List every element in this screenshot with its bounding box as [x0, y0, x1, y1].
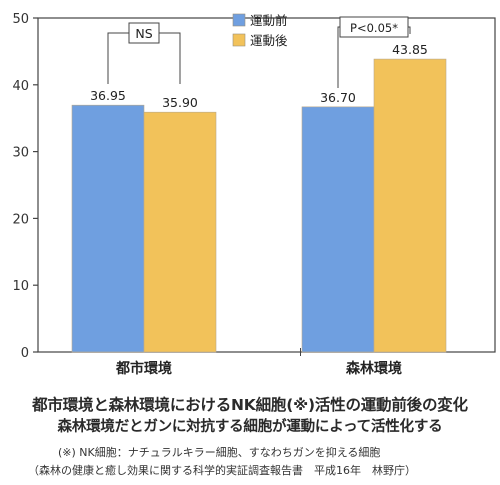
- ns-label: NS: [135, 26, 152, 41]
- y-tick-label: 30: [12, 146, 29, 161]
- y-tick-label: 10: [12, 279, 29, 294]
- bar-value-label: 36.95: [90, 88, 126, 103]
- legend-label: 運動前: [250, 13, 288, 28]
- chart-area: 0 10 20 30 40 50 36.95 35.90 都市環境 36.70 43.85 森林環境 N…: [12, 12, 496, 377]
- bar-value-label: 43.85: [392, 42, 428, 57]
- plot-frame: [37, 17, 496, 353]
- legend-swatch: [232, 13, 246, 27]
- bar-chart: 0 10 20 30 40 50 36.95 35.90 都市環境 36.70 43.85 森林環境 N…: [12, 12, 496, 377]
- p-value-box: [339, 16, 409, 38]
- y-tick-label: 20: [12, 212, 29, 227]
- footnote-nk-cell: (※) NK細胞：ナチュラルキラー細胞、すなわちガンを抑える細胞: [58, 446, 381, 459]
- bar: [71, 104, 145, 353]
- caption-title: 都市環境と森林環境におけるNK細胞(※)活性の運動前後の変化: [32, 396, 468, 414]
- y-tick-label: 40: [12, 79, 29, 94]
- bar: [143, 111, 217, 353]
- footnote-source: （森林の健康と癒し効果に関する科学的実証調査報告書 平成16年 林野庁）: [28, 464, 416, 477]
- y-tick-label: 50: [12, 12, 29, 27]
- x-category-label: 森林環境: [346, 360, 402, 377]
- y-tick-label: 0: [21, 346, 29, 361]
- bar-value-label: 35.90: [162, 95, 198, 110]
- legend-swatch: [232, 33, 246, 47]
- ns-box: [128, 22, 160, 44]
- legend-label: 運動後: [250, 33, 288, 48]
- x-category-label: 都市環境: [115, 360, 172, 377]
- p-value-label: P<0.05*: [350, 21, 398, 35]
- bar: [373, 58, 447, 353]
- bar: [301, 106, 375, 353]
- caption-subtitle: 森林環境だとガンに対抗する細胞が運動によって活性化する: [57, 419, 443, 435]
- bar-value-label: 36.70: [320, 90, 356, 105]
